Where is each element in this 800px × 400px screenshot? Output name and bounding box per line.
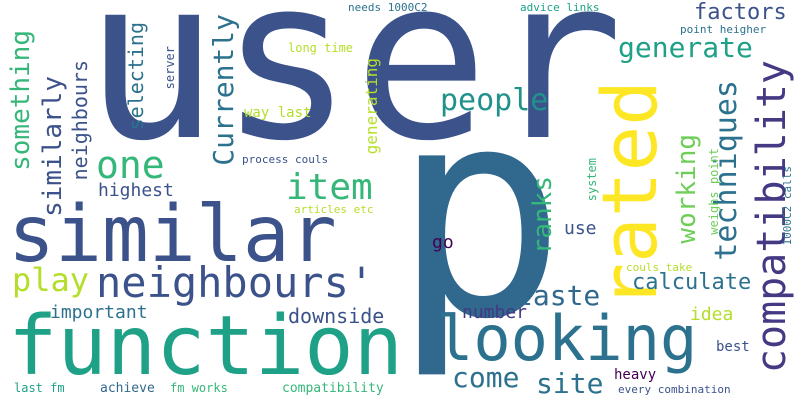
word-something: something — [6, 30, 36, 171]
word-needs-1000c2: needs 1000C2 — [348, 1, 428, 14]
word-heavy: heavy — [614, 367, 657, 383]
word-user: user — [84, 0, 624, 190]
word-articles-etc: articles etc — [294, 203, 374, 216]
word-system: system — [585, 158, 599, 202]
word-long-time: long time — [288, 41, 354, 55]
word-important: important — [50, 302, 148, 323]
word-go: go — [432, 232, 454, 253]
word-couls-take: couls take — [626, 261, 693, 274]
word-achieve: achieve — [100, 381, 155, 396]
word-use: use — [564, 218, 597, 239]
word-weighs-point: weighs point — [707, 148, 721, 235]
word-selecting: selecting — [124, 22, 148, 131]
word-server: server — [163, 46, 177, 90]
word-taste: taste — [516, 279, 601, 312]
word-highest: highest — [98, 180, 174, 201]
word-fm-works: fm works — [170, 381, 228, 395]
word-compatibility-small: compatibility — [282, 381, 384, 396]
word-process-couls: process couls — [242, 153, 329, 166]
word-p: p — [392, 46, 567, 383]
word-1000c2-calls: 1000C2 calls — [781, 166, 794, 246]
word-number: number — [462, 302, 528, 323]
word-factors: factors — [694, 0, 787, 25]
word-item: item — [286, 167, 373, 208]
word-neighbours-quote: neighbours' — [96, 258, 375, 307]
word-last-fm: last fm — [14, 381, 65, 395]
word-working: working — [672, 134, 702, 244]
word-play: play — [12, 261, 90, 299]
word-generate: generate — [618, 31, 753, 64]
word-downside: downside — [288, 304, 385, 328]
word-looking: looking — [436, 302, 698, 375]
word-calculate: calculate — [632, 270, 752, 295]
word-similarly: similarly — [38, 76, 68, 217]
word-advice-links: advice links — [520, 1, 600, 14]
word-currently: Currently — [207, 14, 240, 166]
word-every-combination: every combination — [618, 383, 731, 396]
word-people: people — [440, 83, 549, 118]
word-generating: generating — [362, 58, 381, 155]
word-idea: idea — [690, 304, 734, 325]
word-best: best — [716, 339, 750, 355]
word-function: function — [8, 299, 403, 394]
word-neighbours: neighbours — [68, 60, 92, 181]
word-ranks: ranks — [528, 176, 558, 255]
word-way-last: way last — [244, 105, 312, 121]
word-come: come — [452, 361, 520, 394]
word-point-heigher: point heigher — [680, 23, 767, 36]
word-site: site — [536, 367, 604, 400]
word-similar: similar — [8, 190, 337, 280]
word-one: one — [96, 143, 165, 187]
